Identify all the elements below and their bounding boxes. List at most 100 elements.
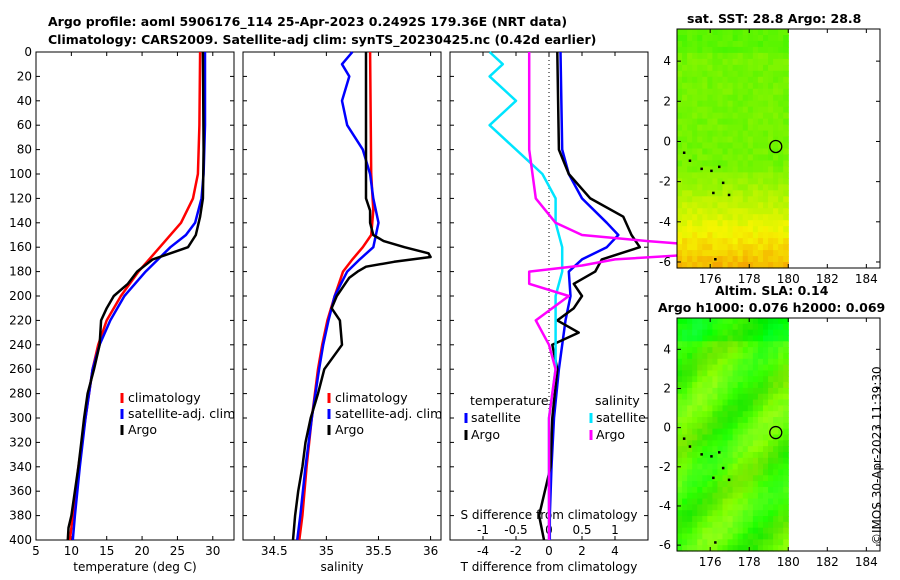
map-cell — [712, 352, 719, 360]
map-cell — [747, 475, 754, 482]
map-cell — [697, 196, 703, 203]
map-cell — [778, 202, 784, 209]
map-cell — [727, 504, 734, 511]
map-cell — [702, 136, 708, 144]
map-cell — [727, 417, 734, 424]
map-cell — [687, 516, 693, 523]
map-cell — [682, 469, 688, 476]
map-cell — [687, 130, 693, 138]
map-cell — [717, 358, 724, 366]
map-cell — [702, 411, 708, 418]
x-axis-label: salinity — [320, 560, 363, 574]
map-cell — [687, 545, 693, 552]
map-cell — [752, 40, 759, 48]
map-cell — [742, 29, 749, 36]
map-cell — [742, 516, 749, 523]
map-cell — [707, 521, 713, 529]
map-cell — [762, 364, 769, 372]
map-cell — [762, 154, 769, 162]
map-cell — [692, 196, 698, 203]
map-cell — [732, 446, 739, 453]
island-mark — [682, 437, 686, 440]
map-cell — [712, 94, 719, 102]
map-cell — [757, 130, 764, 138]
map-cell — [722, 46, 729, 54]
map-cell — [727, 516, 734, 523]
map-cell — [717, 46, 724, 54]
map-cell — [762, 136, 769, 144]
y-tick-label: -6 — [659, 538, 671, 552]
map-cell — [717, 521, 724, 529]
map-cell — [768, 318, 774, 325]
map-cell — [742, 100, 749, 108]
map-cell — [682, 214, 688, 221]
map-cell — [717, 184, 724, 191]
map-cell — [692, 52, 698, 60]
map-cell — [677, 533, 683, 540]
map-cell — [762, 70, 769, 78]
map-cell — [732, 527, 739, 535]
map-cell — [697, 364, 703, 372]
map-cell — [707, 533, 713, 540]
map-cell — [757, 52, 764, 60]
map-cell — [722, 399, 729, 406]
map-cell — [783, 58, 789, 66]
map-cell — [727, 196, 734, 203]
map-cell — [757, 417, 764, 424]
map-cell — [757, 539, 764, 546]
map-cell — [697, 40, 703, 48]
map-cell — [682, 498, 688, 505]
map-cell — [762, 347, 769, 354]
x-tick-label: -2 — [510, 544, 522, 558]
map-cell — [737, 172, 744, 179]
map-cell — [702, 262, 708, 269]
map-cell — [742, 446, 749, 453]
map-cell — [712, 40, 719, 48]
map-cell — [722, 469, 729, 476]
map-cell — [757, 422, 764, 430]
map-cell — [783, 533, 789, 540]
map-cell — [732, 352, 739, 360]
map-cell — [757, 82, 764, 90]
map-cell — [737, 106, 744, 114]
map-cell — [778, 190, 784, 197]
map-cell — [737, 393, 744, 401]
map-cell — [727, 405, 734, 412]
map-cell — [752, 124, 759, 132]
map-cell — [717, 142, 724, 150]
map-cell — [722, 70, 729, 78]
map-cell — [752, 184, 759, 191]
map-cell — [773, 521, 779, 529]
map-cell — [747, 196, 754, 203]
map-cell — [707, 335, 713, 342]
map-cell — [732, 52, 739, 60]
map-cell — [762, 504, 769, 511]
map-cell — [768, 516, 774, 523]
map-cell — [747, 160, 754, 168]
salinity-axes-box — [242, 51, 442, 541]
map-cell — [773, 178, 779, 185]
map-cell — [742, 498, 749, 505]
map-cell — [783, 88, 789, 96]
map-cell — [702, 184, 708, 191]
map-cell — [682, 184, 688, 191]
map-cell — [702, 220, 708, 227]
map-cell — [742, 70, 749, 78]
map-cell — [742, 130, 749, 138]
map-cell — [677, 202, 683, 209]
map-cell — [773, 440, 779, 447]
map-cell — [722, 250, 729, 257]
map-cell — [768, 323, 774, 331]
map-cell — [677, 440, 683, 447]
map-cell — [747, 148, 754, 156]
map-cell — [712, 370, 719, 377]
map-cell — [732, 262, 739, 269]
map-cell — [722, 352, 729, 360]
map-cell — [757, 341, 764, 348]
map-cell — [742, 469, 749, 476]
map-cell — [742, 486, 749, 494]
map-cell — [717, 256, 724, 263]
map-cell — [707, 184, 713, 191]
map-cell — [752, 88, 759, 96]
map-cell — [692, 148, 698, 156]
